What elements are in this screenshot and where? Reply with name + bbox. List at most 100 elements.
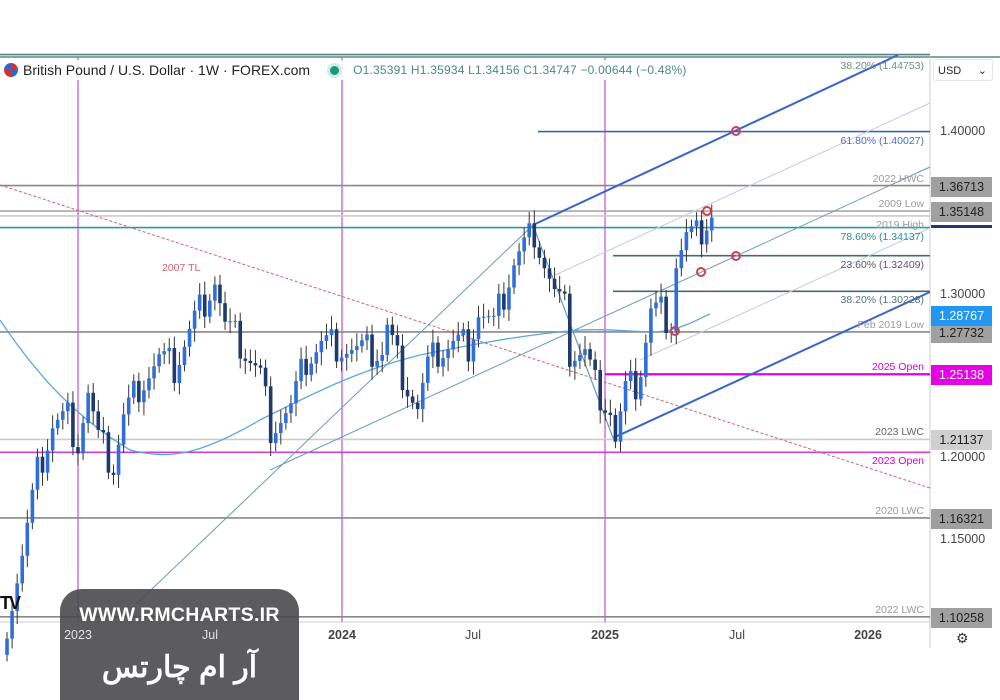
candle-body: [410, 396, 415, 403]
candle-body: [638, 377, 643, 400]
currency-select[interactable]: USD ⌄: [933, 59, 993, 81]
candle-body: [344, 353, 349, 358]
candle-body: [380, 354, 384, 361]
candle-body: [40, 456, 45, 473]
candle-body: [644, 342, 648, 378]
candle-body: [436, 342, 440, 367]
candle-body: [704, 230, 709, 245]
candle-body: [243, 358, 248, 361]
candle-body: [573, 360, 577, 367]
candle-body: [10, 611, 14, 639]
candle-body: [289, 403, 293, 414]
candle-body: [689, 226, 694, 233]
candle-body: [202, 294, 207, 317]
candle-body: [60, 411, 65, 420]
candle-body: [466, 329, 471, 362]
candle-body: [491, 315, 496, 317]
price-tag: 1.16321: [931, 508, 992, 529]
candle-body: [167, 348, 172, 352]
settings-gear-icon[interactable]: ⚙: [956, 630, 969, 646]
2007-trendline: [0, 184, 931, 489]
candle-body: [628, 371, 633, 382]
candle-body: [557, 289, 562, 292]
candle-body: [349, 350, 354, 354]
candle-body: [192, 310, 197, 329]
candle-body: [106, 432, 111, 473]
candle-body: [233, 320, 237, 322]
candle-body: [152, 366, 156, 379]
candle-body: [91, 392, 96, 412]
level-label: 2023 Open: [872, 455, 924, 468]
candle-body: [81, 423, 85, 454]
candle-body: [395, 335, 400, 346]
candle-body: [355, 346, 359, 351]
candle-body: [177, 364, 182, 384]
candle-body: [55, 419, 60, 429]
price-tick: 1.30000: [940, 287, 986, 301]
candle-body: [223, 303, 227, 322]
candle-body: [116, 444, 121, 475]
candle-body: [608, 412, 613, 415]
price-tag: 1.21137: [931, 430, 992, 451]
candle-body: [35, 456, 40, 490]
candle-body: [304, 358, 308, 375]
candle-body: [284, 413, 288, 424]
candle-body: [507, 287, 511, 310]
level-label: 2022 LWC: [875, 603, 924, 616]
candle-body: [476, 317, 481, 340]
pivot-marker: [731, 251, 741, 261]
candle-body: [360, 340, 364, 347]
pitchfork-median-line: [269, 166, 931, 471]
candle-body: [50, 428, 55, 451]
candle-body: [426, 356, 430, 383]
candle-body: [446, 349, 450, 359]
time-tick: Jul: [729, 628, 745, 642]
candle-body: [674, 268, 679, 332]
candle-body: [547, 268, 552, 279]
candle-body: [664, 296, 668, 333]
level-label: 2022 HWC: [872, 172, 924, 185]
candle-body: [552, 278, 557, 290]
candle-body: [126, 397, 131, 415]
candle-body: [659, 296, 663, 303]
candle-body: [390, 324, 395, 336]
candle-body: [238, 320, 243, 359]
time-tick: 2023: [64, 628, 92, 642]
candle-body: [542, 257, 547, 269]
time-tick: 2024: [328, 628, 356, 642]
candle-body: [385, 324, 390, 355]
candle-body: [5, 638, 9, 655]
candle-body: [709, 217, 714, 231]
symbol-title[interactable]: British Pound / U.S. Dollar · 1W · FOREX…: [23, 62, 311, 78]
level-label: 2025 Open: [872, 361, 924, 374]
candle-body: [334, 329, 339, 362]
candle-body: [567, 293, 572, 367]
candle-body: [588, 349, 592, 360]
candle-body: [684, 232, 689, 251]
current-price-marker: [931, 225, 992, 228]
candle-body: [461, 329, 466, 336]
candle-body: [532, 223, 537, 248]
pivot-marker: [670, 326, 680, 336]
candle-body: [497, 293, 501, 316]
candle-body: [578, 354, 582, 361]
candle-body: [562, 291, 567, 294]
candle-body: [121, 414, 126, 445]
time-tick: Jul: [202, 628, 218, 642]
candle-body: [86, 392, 90, 424]
candle-body: [187, 328, 192, 347]
candle-body: [537, 247, 542, 258]
price-tick: 1.20000: [940, 450, 986, 464]
candle-body: [218, 284, 222, 304]
price-tick: 1.40000: [940, 124, 986, 138]
candle-body: [517, 251, 521, 266]
candle-body: [441, 358, 445, 367]
candle-body: [405, 390, 410, 397]
pivot-marker: [702, 206, 712, 216]
tradingview-logo: TV: [0, 593, 21, 613]
candle-body: [324, 335, 329, 341]
candle-body: [431, 342, 435, 357]
level-label: 38.20% (1.44753): [840, 60, 924, 72]
moving-average-line: [0, 313, 711, 456]
